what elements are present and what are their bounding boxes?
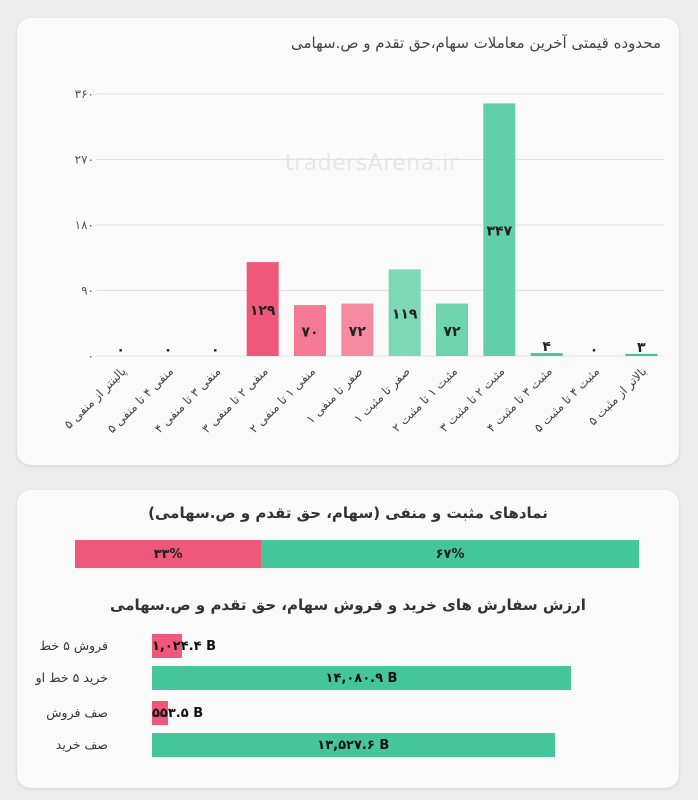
order-value-label: ۵۵۳.۵ B (152, 706, 204, 721)
bar-value-label: ۳۴۷ (487, 224, 513, 240)
y-tick-label: ۰ (88, 349, 94, 363)
price-range-chart-title: محدوده قیمتی آخرین معاملات سهام،حق تقدم … (290, 34, 661, 52)
bar-value-label: ۰ (164, 342, 173, 358)
bar-value-label: ۱۲۹ (250, 303, 276, 319)
order-category-label: فروش ۵ خط (39, 638, 108, 653)
y-tick-label: ۹۰ (81, 284, 94, 298)
order-bar (152, 666, 571, 690)
bar (388, 269, 421, 356)
sentiment-chart-title: نمادهای مثبت و منفی (سهام، حق تقدم و ص.س… (148, 504, 548, 522)
order-row: خرید ۵ خط او ۱۴,۰۸۰.۹ B (17, 666, 679, 690)
negative-segment: ۳۳% (75, 540, 262, 568)
order-bar (152, 733, 555, 757)
order-value-label: ۱۳,۵۲۷.۶ B (317, 738, 390, 753)
bar (341, 303, 374, 356)
bar (625, 353, 658, 356)
order-value-label: ۱,۰۲۴.۴ B (152, 639, 216, 654)
bar-value-label: ۷۰ (301, 325, 318, 341)
order-bar (152, 634, 183, 658)
bar (530, 353, 563, 356)
watermark: tradersArena.ir (285, 151, 459, 176)
bar (246, 262, 279, 356)
y-tick-label: ۱۸۰ (75, 218, 94, 232)
negative-percent-label: ۳۳% (153, 546, 183, 562)
bar-value-label: ۷۲ (443, 324, 461, 340)
market-summary-card: نمادهای مثبت و منفی (سهام، حق تقدم و ص.س… (17, 490, 679, 788)
bar-value-label: ۳ (637, 340, 646, 356)
order-value-label: ۱۴,۰۸۰.۹ B (325, 671, 398, 686)
orders-chart-title: ارزش سفارش های خرید و فروش سهام، حق تقدم… (110, 596, 586, 614)
order-bar (152, 701, 169, 725)
order-category-label: خرید ۵ خط او (35, 670, 108, 685)
bar (483, 103, 516, 356)
positive-percent-label: ۶۷% (435, 546, 465, 562)
price-range-card: محدوده قیمتی آخرین معاملات سهام،حق تقدم … (17, 18, 679, 465)
y-tick-label: ۳۶۰ (75, 87, 94, 101)
bar (294, 305, 326, 356)
y-tick-label: ۲۷۰ (75, 153, 94, 167)
bar-value-label: ۴ (542, 339, 551, 355)
sentiment-bar: ۳۳% ۶۷% (75, 540, 639, 568)
order-row: صف فروش ۵۵۳.۵ B (17, 701, 679, 725)
bar-value-label: ۰ (211, 342, 220, 358)
order-row: فروش ۵ خط ۱,۰۲۴.۴ B (17, 634, 679, 658)
order-category-label: صف خرید (55, 737, 108, 752)
bar-value-label: ۱۱۹ (392, 307, 418, 323)
bar (436, 303, 468, 356)
order-category-label: صف فروش (46, 705, 108, 720)
bar-value-label: ۰ (116, 342, 125, 358)
positive-segment: ۶۷% (261, 540, 639, 568)
order-row: صف خرید ۱۳,۵۲۷.۶ B (17, 733, 679, 757)
bar-value-label: ۷۲ (349, 324, 367, 340)
bar-value-label: ۰ (590, 342, 599, 358)
